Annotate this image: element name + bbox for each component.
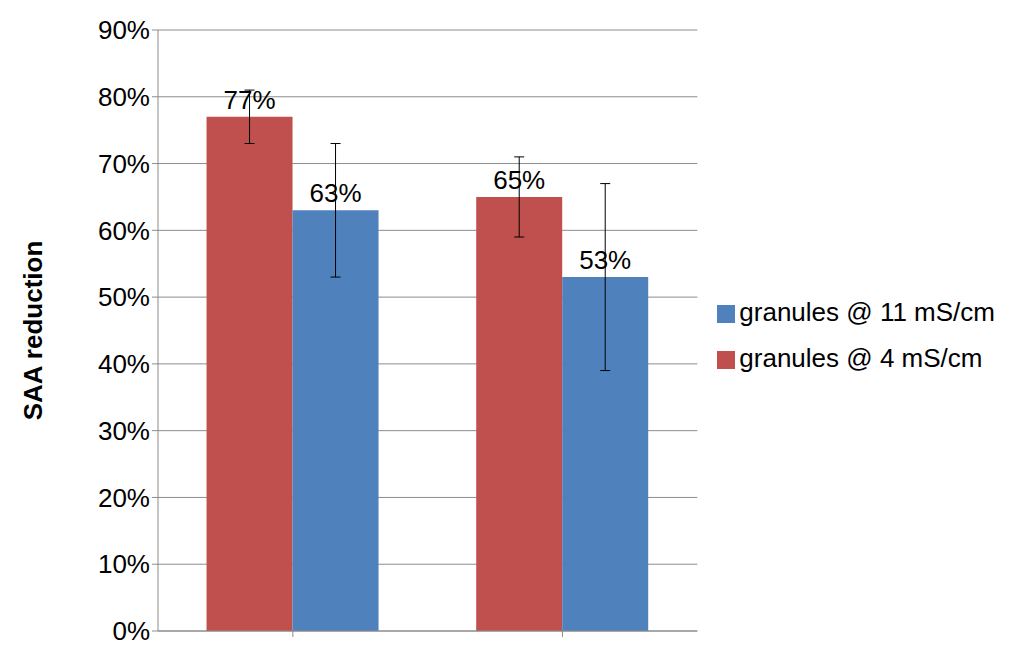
svg-text:10%: 10% (98, 549, 150, 579)
svg-text:70%: 70% (98, 149, 150, 179)
svg-text:63%: 63% (310, 178, 362, 208)
svg-text:90%: 90% (98, 15, 150, 45)
html-text:granules @ 11 mS/cm: granules @ 11 mS/cm (739, 296, 995, 327)
svg-text:80%: 80% (98, 82, 150, 112)
svg-text:50%: 50% (98, 282, 150, 312)
svg-text:0%: 0% (112, 616, 150, 646)
svg-text:65%: 65% (493, 165, 545, 195)
svg-text:53%: 53% (579, 245, 631, 275)
html-text:granules @ 4 mS/cm: granules @ 4 mS/cm (739, 342, 983, 373)
svg-text:60%: 60% (98, 216, 150, 246)
svg-text:20%: 20% (98, 483, 150, 513)
svg-text:40%: 40% (98, 349, 150, 379)
svg-text:77%: 77% (224, 85, 276, 115)
svg-text:SAA reduction: SAA reduction (18, 241, 48, 421)
svg-text:30%: 30% (98, 416, 150, 446)
